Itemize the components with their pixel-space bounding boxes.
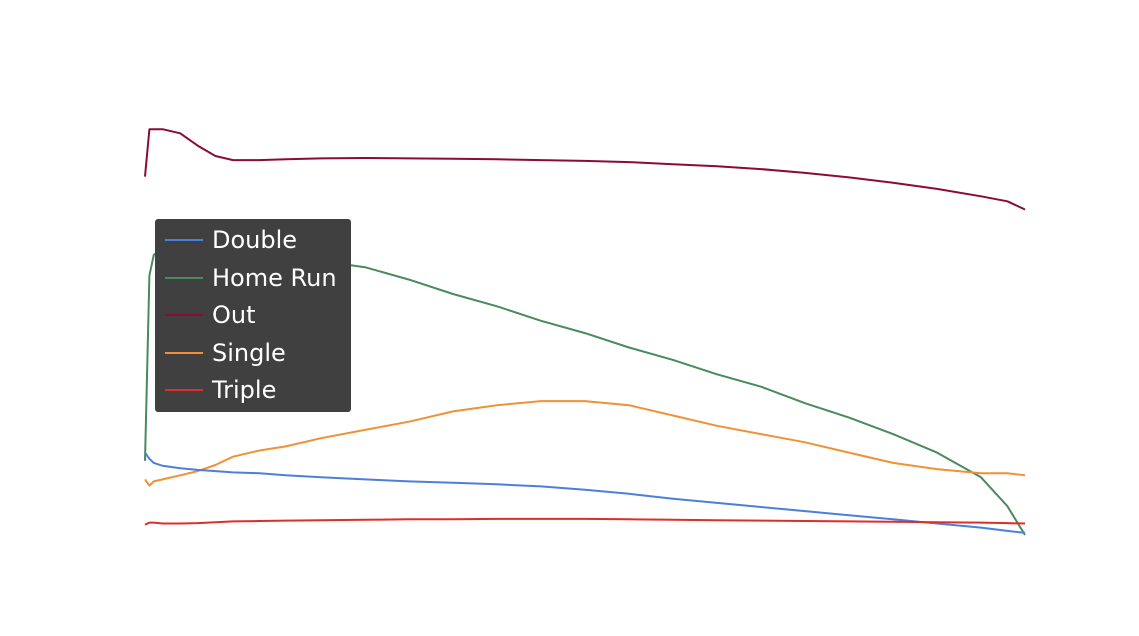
legend-line-double [165, 239, 203, 241]
series-line-double [144, 452, 1026, 534]
legend-item-triple: Triple [155, 375, 351, 413]
legend-item-home-run: Home Run [155, 263, 351, 301]
legend-item-out: Out [155, 300, 351, 338]
legend-label-double: Double [212, 226, 298, 254]
legend-label-home-run: Home Run [212, 263, 337, 292]
legend-line-triple [165, 389, 203, 391]
legend-item-single: Single [155, 338, 351, 376]
series-line-out [144, 128, 1026, 211]
legend-line-out [165, 314, 203, 316]
legend-label-triple: Triple [212, 376, 277, 404]
legend-line-home-run [165, 276, 203, 279]
legend-label-single: Single [212, 338, 286, 367]
series-line-single [144, 400, 1026, 487]
series-line-triple [144, 517, 1026, 526]
legend-item-double: Double [155, 225, 351, 263]
legend-label-out: Out [212, 301, 256, 329]
legend: Double Home Run Out Single Triple [155, 219, 351, 412]
legend-line-single [165, 351, 203, 354]
